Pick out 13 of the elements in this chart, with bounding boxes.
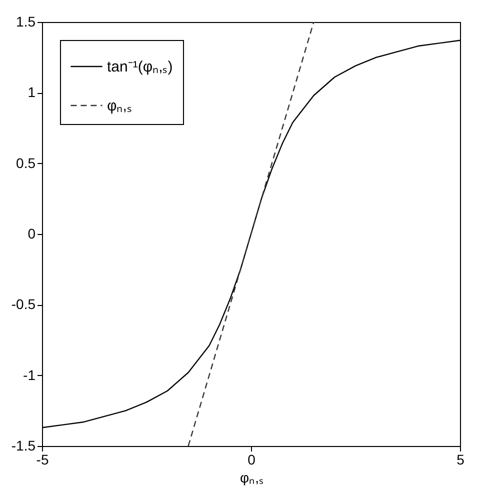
y-tick-label: 0.5 [16,154,36,171]
x-tick-label: 0 [248,452,256,468]
x-tick-label: -5 [36,452,49,468]
y-tick-label: 0 [28,226,36,242]
x-axis-title: φₙ,ₛ [240,470,263,486]
legend-label: φₙ,ₛ [107,98,132,114]
y-tick-label: -1.5 [11,438,36,454]
x-tick-label: 5 [456,452,465,468]
y-tick-label: -0.5 [11,296,36,312]
legend-label: tan⁻¹(φₙ,ₛ) [107,58,173,76]
y-tick-label: 1 [28,84,36,100]
y-tick-label: 1.5 [16,14,36,30]
y-tick-label: -1 [23,366,36,383]
